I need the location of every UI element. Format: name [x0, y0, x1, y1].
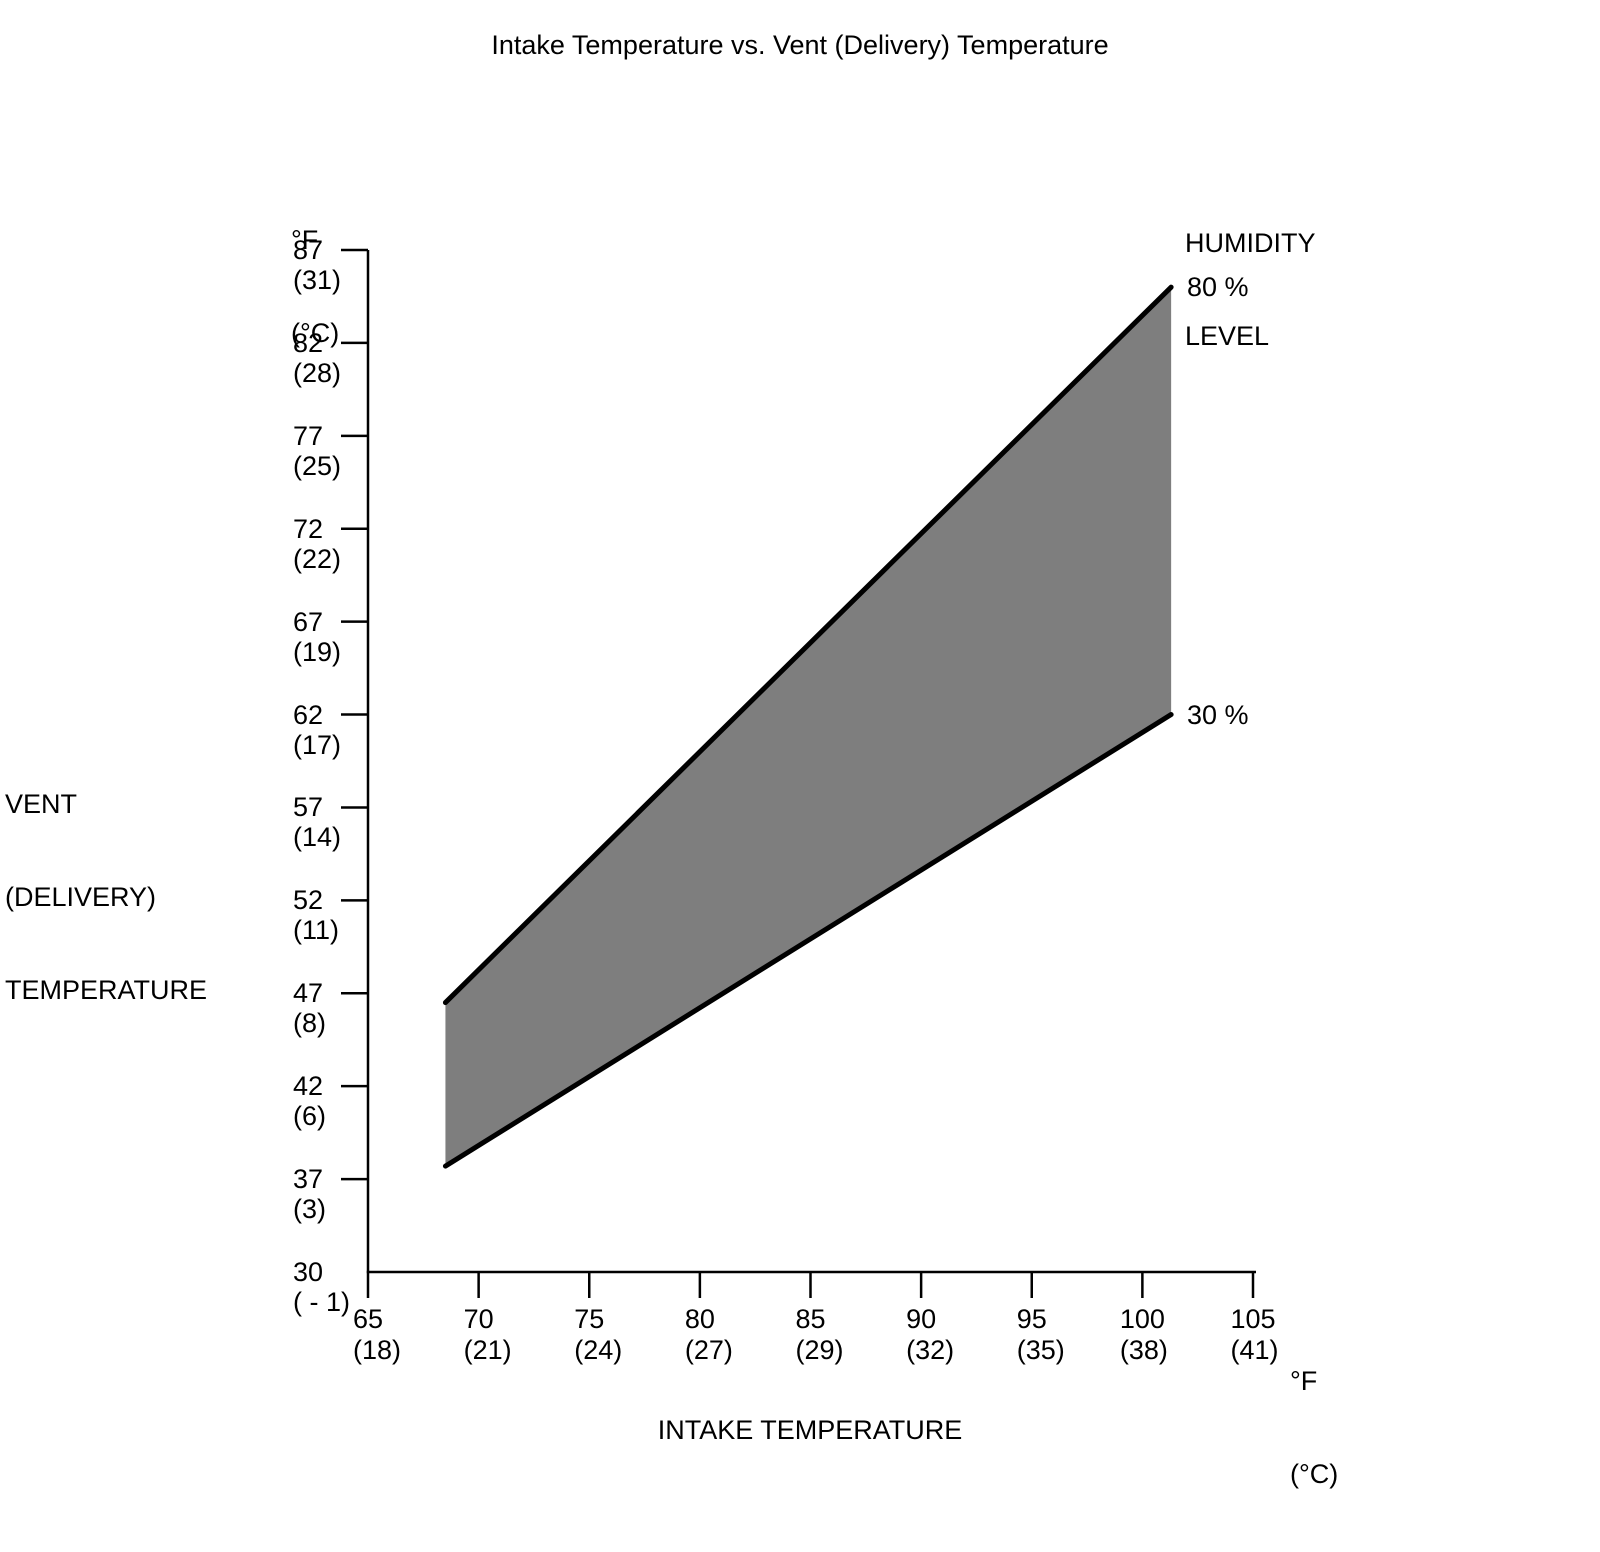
y-tick-value-f: 47	[293, 978, 324, 1009]
line-30-percent	[442, 712, 1174, 1169]
y-tick-value-c: (8)	[293, 1008, 326, 1039]
x-tick-value-f: 95	[1016, 1304, 1047, 1334]
x-tick-value-c: (35)	[1016, 1335, 1065, 1365]
y-tick-value-c: (22)	[293, 543, 342, 574]
y-axis-label: VENT (DELIVERY) TEMPERATURE	[5, 727, 207, 1068]
x-tick-value-c: (41)	[1230, 1335, 1279, 1365]
x-tick-label: 105 (41)	[1231, 1304, 1279, 1366]
x-tick-label: 85 (29)	[796, 1304, 844, 1366]
line-80-percent	[442, 284, 1174, 1006]
y-tick-value-c: (6)	[293, 1101, 326, 1132]
y-tick-value-f: 67	[293, 606, 324, 637]
x-tick-value-c: (24)	[574, 1335, 623, 1365]
y-tick-label: 82 (28)	[293, 328, 341, 388]
y-axis-unit-f: °F	[291, 225, 319, 255]
x-tick-label: 65 (18)	[353, 1304, 401, 1366]
x-tick-value-f: 65	[353, 1304, 384, 1334]
x-axis-unit-c: (°C)	[1290, 1459, 1339, 1489]
legend-upper-label: 80 %	[1187, 272, 1249, 302]
x-tick-label: 75 (24)	[574, 1304, 622, 1366]
y-tick-label: 67 (19)	[293, 607, 341, 667]
y-tick-label: 52 (11)	[293, 885, 339, 945]
y-axis-label-line1: VENT	[5, 789, 78, 819]
y-tick-label: 77 (25)	[293, 421, 341, 481]
legend-title-line2: LEVEL	[1185, 321, 1270, 351]
y-tick-label: 47 (8)	[293, 978, 326, 1038]
x-axis-unit-f: °F	[1290, 1366, 1318, 1396]
y-tick-label: 37 (3)	[293, 1164, 326, 1224]
y-tick-value-c: (11)	[293, 915, 340, 946]
y-tick-value-f: 30	[293, 1257, 324, 1287]
x-tick-value-c: (32)	[906, 1335, 955, 1365]
x-axis-unit: °F (°C)	[1290, 1304, 1338, 1552]
y-tick-value-c: ( - 1)	[293, 1287, 350, 1317]
y-tick-label: 30( - 1)	[293, 1257, 350, 1317]
x-tick-value-f: 90	[906, 1304, 937, 1334]
y-axis-unit-c: (°C)	[291, 318, 340, 348]
x-tick-value-c: (38)	[1119, 1335, 1168, 1365]
x-tick-value-f: 85	[795, 1304, 826, 1334]
x-tick-label: 90 (32)	[906, 1304, 954, 1366]
x-tick-value-f: 75	[574, 1304, 605, 1334]
y-axis-label-line2: (DELIVERY)	[5, 882, 157, 912]
y-tick-value-f: 62	[293, 699, 324, 730]
y-tick-value-c: (31)	[293, 265, 342, 295]
y-tick-label: 57 (14)	[293, 792, 341, 852]
y-axis-unit: °F (°C)	[291, 163, 339, 411]
y-tick-value-f: 57	[293, 792, 324, 823]
x-tick-value-c: (18)	[353, 1335, 402, 1365]
chart-page: Intake Temperature vs. Vent (Delivery) T…	[5, 30, 1338, 1489]
y-tick-value-c: (28)	[293, 357, 342, 388]
humidity-band	[445, 287, 1172, 1167]
y-tick-value-c: (17)	[293, 729, 342, 760]
x-axis-label: INTAKE TEMPERATURE	[657, 1415, 963, 1445]
x-tick-label: 100 (38)	[1120, 1304, 1168, 1366]
y-tick-label: 62 (17)	[293, 700, 341, 760]
x-tick-label: 80 (27)	[685, 1304, 733, 1366]
chart-title: Intake Temperature vs. Vent (Delivery) T…	[491, 30, 1109, 60]
y-tick-value-f: 42	[293, 1071, 324, 1102]
x-tick-value-f: 70	[463, 1304, 494, 1334]
y-tick-value-c: (3)	[293, 1194, 326, 1225]
y-tick-value-f: 77	[293, 420, 324, 451]
legend-title-line1: HUMIDITY	[1185, 228, 1316, 258]
y-tick-value-f: 87	[293, 235, 324, 265]
y-axis-label-line3: TEMPERATURE	[5, 975, 208, 1005]
y-tick-value-c: (25)	[293, 450, 342, 481]
y-tick-value-c: (19)	[293, 636, 342, 667]
y-tick-label: 87 (31)	[293, 235, 341, 295]
y-tick-value-c: (14)	[293, 822, 342, 853]
plot-svg	[341, 248, 1256, 1298]
legend-title: HUMIDITY LEVEL	[1185, 166, 1316, 414]
x-tick-value-f: 100	[1119, 1304, 1165, 1334]
x-tick-value-c: (29)	[795, 1335, 844, 1365]
legend-lower-label: 30 %	[1187, 700, 1249, 730]
y-tick-value-f: 52	[293, 885, 324, 916]
y-tick-label: 42 (6)	[293, 1071, 326, 1131]
y-tick-value-f: 37	[293, 1164, 324, 1195]
x-tick-label: 95 (35)	[1017, 1304, 1065, 1366]
x-tick-value-f: 80	[684, 1304, 715, 1334]
x-tick-value-c: (21)	[463, 1335, 512, 1365]
x-tick-label: 70 (21)	[464, 1304, 512, 1366]
y-tick-value-f: 72	[293, 513, 324, 544]
y-tick-value-f: 82	[293, 327, 324, 358]
y-tick-label: 72 (22)	[293, 514, 341, 574]
x-tick-value-c: (27)	[684, 1335, 733, 1365]
x-tick-value-f: 105	[1230, 1304, 1276, 1334]
